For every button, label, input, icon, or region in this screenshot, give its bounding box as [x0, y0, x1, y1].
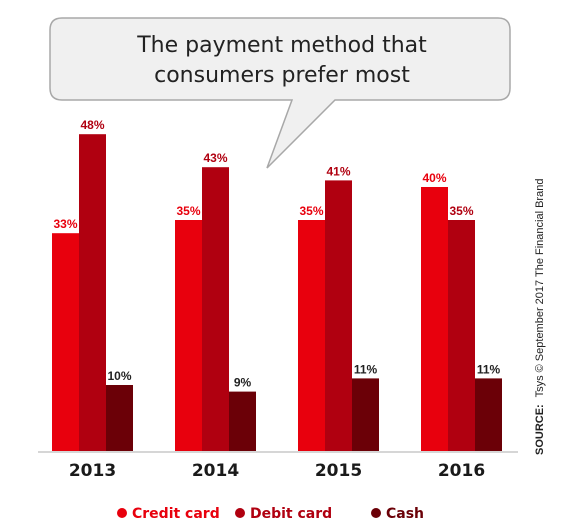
data-label-credit-card-2016: 40%	[422, 171, 446, 185]
data-label-debit-card-2015: 41%	[326, 164, 350, 178]
data-label-cash-2015: 11%	[354, 362, 378, 376]
bar-cash-2014	[229, 391, 256, 451]
bar-credit-card-2014	[175, 220, 202, 451]
data-label-cash-2016: 11%	[477, 362, 501, 376]
source-note: SOURCE: Tsys © September 2017 The Financ…	[534, 179, 546, 455]
callout-bubble	[49, 17, 511, 169]
legend-marker-debit-card	[235, 508, 245, 518]
bar-cash-2016	[475, 378, 502, 451]
bar-cash-2013	[106, 385, 133, 451]
bar-debit-card-2016	[448, 220, 475, 451]
legend-marker-cash	[371, 508, 381, 518]
x-tick-2016: 2016	[438, 461, 485, 481]
bar-credit-card-2013	[52, 233, 79, 451]
data-label-credit-card-2015: 35%	[299, 204, 323, 218]
data-label-cash-2014: 9%	[234, 376, 252, 390]
bar-cash-2015	[352, 378, 379, 451]
x-tick-2014: 2014	[192, 461, 239, 481]
bar-credit-card-2016	[421, 187, 448, 451]
bar-debit-card-2014	[202, 167, 229, 451]
legend-label-debit-card: Debit card	[250, 506, 332, 522]
legend: Credit card Debit card Cash	[117, 506, 424, 522]
legend-label-cash: Cash	[386, 506, 424, 522]
bar-debit-card-2013	[79, 134, 106, 451]
data-label-debit-card-2016: 35%	[449, 204, 473, 218]
legend-label-credit-card: Credit card	[132, 506, 220, 522]
legend-marker-credit-card	[117, 508, 127, 518]
source-text: Tsys © September 2017 The Financial Bran…	[534, 179, 546, 398]
bar-debit-card-2015	[325, 180, 352, 451]
x-tick-labels: 2013 2014 2015 2016	[69, 461, 485, 481]
chart-title-line-2: consumers prefer most	[154, 63, 410, 88]
data-labels: 33% 48% 10% 35% 43% 9% 35% 41% 11% 40% 35% 11%	[53, 118, 500, 389]
data-label-debit-card-2013: 48%	[80, 118, 104, 132]
data-label-debit-card-2014: 43%	[203, 151, 227, 165]
title-callout: The payment method that consumers prefer…	[49, 17, 511, 169]
chart-title-line-1: The payment method that	[136, 33, 427, 58]
data-label-credit-card-2013: 33%	[53, 217, 77, 231]
bar-credit-card-2015	[298, 220, 325, 451]
data-label-credit-card-2014: 35%	[176, 204, 200, 218]
x-tick-2013: 2013	[69, 461, 116, 481]
x-tick-2015: 2015	[315, 461, 362, 481]
data-label-cash-2013: 10%	[107, 369, 131, 383]
source-label: SOURCE:	[534, 404, 546, 455]
bars	[52, 134, 502, 451]
